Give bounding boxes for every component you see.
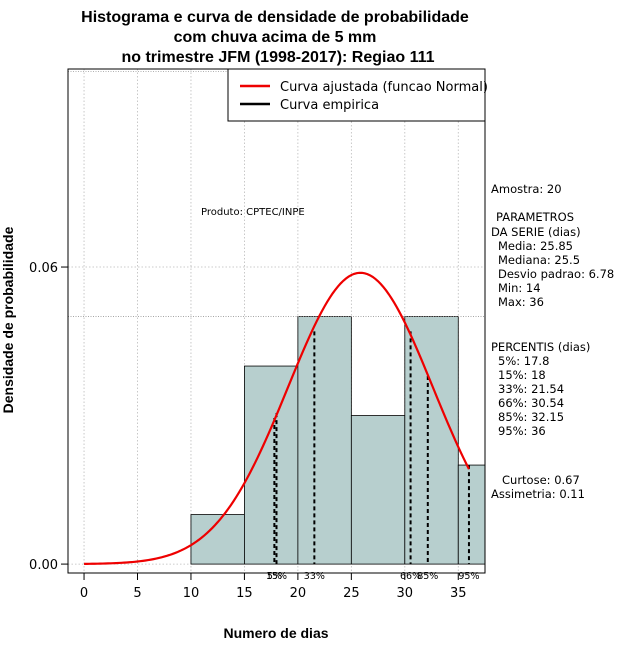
stat-desvio: Desvio padrao: 6.78 bbox=[498, 267, 614, 281]
statistics-panel: Amostra: 20 PARAMETROS DA SERIE (dias) M… bbox=[491, 182, 614, 501]
stat-min: Min: 14 bbox=[498, 281, 541, 295]
legend-box bbox=[227, 68, 486, 122]
stat-params-title-1: PARAMETROS bbox=[496, 210, 574, 224]
histogram-bars bbox=[190, 316, 486, 565]
stat-percentis-title: PERCENTIS (dias) bbox=[491, 340, 590, 354]
percentile-label: 5% bbox=[267, 571, 282, 582]
stat-max: Max: 36 bbox=[498, 295, 544, 309]
y-axis-label: Densidade de probabilidade bbox=[0, 226, 16, 413]
fitted-normal-curve bbox=[84, 271, 470, 565]
histogram-bar bbox=[457, 464, 486, 565]
stat-mediana: Mediana: 25.5 bbox=[498, 253, 580, 267]
x-tick-label: 10 bbox=[183, 586, 200, 601]
stat-p66: 66%: 30.54 bbox=[498, 396, 564, 410]
percentile-label: 66% bbox=[400, 571, 421, 582]
legend-label-fitted: Curva ajustada (funcao Normal) bbox=[280, 80, 488, 95]
stat-p95: 95%: 36 bbox=[498, 424, 546, 438]
stat-p5: 5%: 17.8 bbox=[498, 354, 549, 368]
stat-sample: Amostra: 20 bbox=[491, 182, 562, 196]
x-tick-label: 5 bbox=[133, 586, 141, 601]
histogram-bar bbox=[244, 365, 299, 565]
y-tick-label: 0.00 bbox=[29, 558, 58, 573]
x-tick-label: 0 bbox=[80, 586, 88, 601]
x-tick-label: 15 bbox=[236, 586, 253, 601]
x-tick-label: 30 bbox=[397, 586, 414, 601]
stat-media: Media: 25.85 bbox=[498, 239, 573, 253]
percentile-label: 33% bbox=[304, 571, 325, 582]
x-tick-label: 35 bbox=[450, 586, 467, 601]
histogram-bar bbox=[350, 415, 406, 565]
legend: Curva ajustada (funcao Normal) Curva emp… bbox=[227, 68, 488, 122]
y-axis: 0.00 0.06 bbox=[29, 261, 69, 573]
stat-curtose: Curtose: 0.67 bbox=[502, 473, 580, 487]
percentile-lines: 5%15% 33% 66%85% 95% bbox=[266, 331, 480, 582]
chart-title-line-1: Histograma e curva de densidade de proba… bbox=[81, 9, 469, 26]
x-tick-label: 25 bbox=[343, 586, 360, 601]
stat-params-title-2: DA SERIE (dias) bbox=[491, 225, 581, 239]
x-axis-label: Numero de dias bbox=[223, 625, 328, 641]
percentile-label: 85% bbox=[417, 571, 438, 582]
stat-p15: 15%: 18 bbox=[498, 368, 546, 382]
stat-assimetria: Assimetria: 0.11 bbox=[491, 487, 585, 501]
legend-label-empirical: Curva empirica bbox=[280, 98, 379, 113]
percentile-label: 95% bbox=[458, 571, 479, 582]
x-tick-label: 20 bbox=[290, 586, 307, 601]
product-label: Produto: CPTEC/INPE bbox=[201, 207, 305, 218]
chart-title-line-3: no trimestre JFM (1998-2017): Regiao 111 bbox=[121, 49, 434, 66]
histogram-bar bbox=[297, 316, 352, 565]
chart-title-line-2: com chuva acima de 5 mm bbox=[174, 29, 377, 46]
stat-p33: 33%: 21.54 bbox=[498, 382, 564, 396]
histogram-bar bbox=[404, 316, 459, 565]
percentile-label: 15% bbox=[266, 571, 287, 582]
x-axis: 0 5 10 15 20 25 30 35 bbox=[80, 572, 467, 601]
y-tick-label: 0.06 bbox=[29, 261, 58, 276]
stat-p85: 85%: 32.15 bbox=[498, 410, 564, 424]
